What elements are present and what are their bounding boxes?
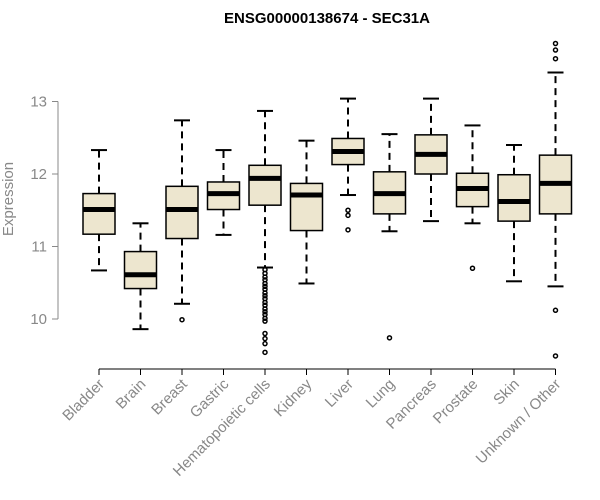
y-tick-label: 11 — [31, 239, 47, 256]
x-tick-label: Kidney — [271, 375, 316, 420]
outlier-point — [262, 315, 268, 322]
outlier-point — [262, 306, 268, 312]
iqr-box — [82, 192, 116, 235]
outlier-point — [262, 340, 268, 347]
outlier-point — [262, 274, 268, 280]
outlier-point — [262, 280, 268, 287]
outlier-point — [386, 335, 393, 341]
box-prostate — [455, 124, 490, 271]
x-tick-label: Bladder — [59, 376, 108, 425]
box-brain — [123, 222, 158, 331]
box-skin — [497, 144, 531, 283]
iqr-box — [165, 185, 199, 240]
outlier-point — [552, 47, 559, 53]
x-tick-label: Breast — [148, 375, 191, 418]
iqr-box — [497, 173, 531, 222]
outlier-point — [262, 318, 268, 324]
outlier-point — [262, 349, 268, 356]
x-tick-label: Brain — [113, 376, 150, 413]
x-tick-label: Liver — [322, 376, 357, 411]
iqr-box — [248, 164, 282, 206]
box-kidney — [289, 139, 324, 285]
y-tick-label: 12 — [30, 166, 47, 183]
chart-title: ENSG00000138674 - SEC31A — [224, 10, 430, 27]
box-bladder — [82, 149, 116, 272]
box-pancreas — [414, 97, 448, 223]
box-gastric — [206, 149, 241, 236]
box-breast — [165, 119, 199, 323]
outlier-point — [552, 307, 559, 314]
outlier-point — [179, 316, 185, 323]
iqr-box — [289, 182, 324, 232]
outlier-point — [262, 299, 268, 306]
outlier-point — [262, 293, 268, 299]
box-liver — [331, 97, 365, 233]
box-hematopoietic-cells — [248, 109, 282, 356]
outlier-point — [262, 290, 268, 296]
outlier-point — [469, 265, 476, 271]
outlier-point — [345, 227, 351, 233]
outlier-point — [262, 283, 268, 290]
x-tick-label: Lung — [363, 376, 399, 412]
iqr-box — [123, 250, 158, 290]
outlier-point — [552, 353, 559, 359]
x-tick-label: Prostate — [430, 376, 482, 428]
y-tick-label: 13 — [30, 94, 47, 111]
y-axis-label: Expression — [0, 162, 17, 236]
outlier-point — [262, 330, 268, 337]
x-tick-label: Skin — [490, 376, 523, 409]
outlier-point — [262, 309, 268, 315]
box-unknown-other — [538, 40, 573, 359]
outlier-point — [345, 212, 351, 219]
box-lung — [372, 133, 407, 341]
y-axis: 10 11 12 13 — [30, 94, 59, 328]
outlier-point — [552, 40, 559, 47]
boxes-group — [82, 40, 573, 359]
y-tick-label: 10 — [30, 311, 47, 328]
outlier-point — [345, 207, 351, 213]
outlier-point — [552, 55, 559, 62]
outlier-point — [262, 335, 268, 342]
